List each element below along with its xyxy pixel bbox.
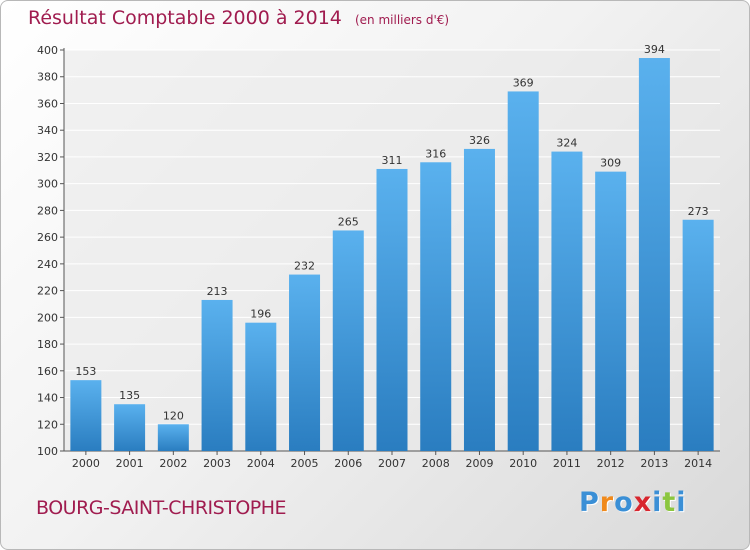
y-tick-label: 280 — [37, 204, 58, 217]
y-tick-label: 400 — [37, 44, 58, 57]
x-tick-label: 2010 — [509, 457, 537, 470]
bar — [507, 91, 539, 451]
chart-title: Résultat Comptable 2000 à 2014 — [28, 7, 342, 29]
data-label: 309 — [600, 157, 621, 170]
place-name: BOURG-SAINT-CHRISTOPHE — [36, 497, 287, 519]
bar — [332, 230, 364, 451]
chart-title-block: Résultat Comptable 2000 à 2014 (en milli… — [28, 7, 449, 29]
data-label: 311 — [382, 154, 403, 167]
logo-letter: t — [662, 487, 677, 518]
data-label: 120 — [163, 409, 184, 422]
x-tick-label: 2005 — [291, 457, 319, 470]
bar — [638, 58, 670, 452]
data-label: 273 — [688, 205, 709, 218]
bar — [682, 219, 714, 451]
x-tick-label: 2006 — [334, 457, 362, 470]
y-tick-label: 200 — [37, 311, 58, 324]
y-tick-label: 240 — [37, 258, 58, 271]
y-tick-label: 300 — [37, 178, 58, 191]
data-label: 213 — [207, 285, 228, 298]
x-tick-label: 2012 — [597, 457, 625, 470]
logo-letter: r — [599, 487, 615, 518]
data-label: 196 — [250, 308, 271, 321]
logo-letter: P — [579, 487, 600, 518]
x-tick-label: 2004 — [247, 457, 275, 470]
logo-letter: i — [676, 487, 687, 518]
data-label: 369 — [513, 76, 534, 89]
chart-unit-label: (en milliers d'€) — [354, 13, 450, 27]
x-tick-label: 2000 — [72, 457, 100, 470]
x-tick-label: 2003 — [203, 457, 231, 470]
y-tick-label: 120 — [37, 418, 58, 431]
y-tick-label: 320 — [37, 151, 58, 164]
y-tick-label: 340 — [37, 124, 58, 137]
y-tick-label: 220 — [37, 285, 58, 298]
logo-letter: i — [652, 487, 663, 518]
data-label: 265 — [338, 215, 359, 228]
logo-letter: o — [614, 487, 634, 518]
bar — [595, 171, 627, 452]
data-label: 316 — [425, 147, 446, 160]
data-label: 324 — [556, 137, 577, 150]
x-tick-label: 2001 — [116, 457, 144, 470]
data-label: 135 — [119, 389, 140, 402]
x-tick-label: 2009 — [465, 457, 493, 470]
y-tick-label: 380 — [37, 71, 58, 84]
x-tick-label: 2002 — [159, 457, 187, 470]
bar — [551, 151, 583, 451]
data-label: 232 — [294, 260, 315, 273]
y-tick-label: 260 — [37, 231, 58, 244]
y-tick-label: 160 — [37, 365, 58, 378]
data-label: 394 — [644, 43, 665, 56]
bar — [70, 380, 102, 451]
logo-letter: x — [633, 487, 653, 518]
bar — [420, 162, 452, 451]
x-tick-label: 2007 — [378, 457, 406, 470]
y-tick-label: 360 — [37, 97, 58, 110]
bar — [376, 168, 408, 452]
x-tick-label: 2008 — [422, 457, 450, 470]
bar — [114, 404, 146, 451]
bar — [157, 424, 189, 451]
bar — [201, 299, 233, 451]
x-tick-label: 2011 — [553, 457, 581, 470]
x-tick-label: 2013 — [640, 457, 668, 470]
bar — [245, 322, 277, 451]
data-label: 326 — [469, 134, 490, 147]
y-tick-label: 180 — [37, 338, 58, 351]
bar — [463, 148, 495, 451]
y-tick-label: 140 — [37, 392, 58, 405]
bar — [289, 274, 321, 451]
proxiti-logo: Proxiti — [579, 487, 687, 518]
data-label: 153 — [75, 365, 96, 378]
y-tick-label: 100 — [37, 445, 58, 458]
x-tick-label: 2014 — [684, 457, 712, 470]
